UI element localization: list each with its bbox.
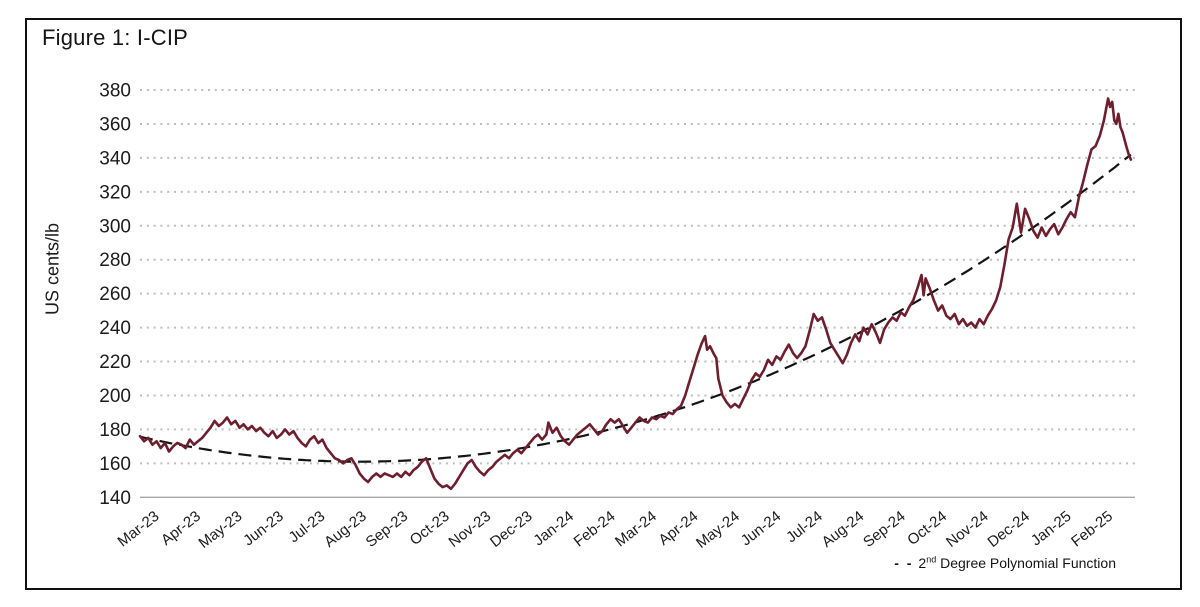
y-tick-label: 380 — [99, 81, 131, 102]
y-tick-label: 180 — [99, 420, 131, 441]
x-tick-label: Mar-23 — [115, 508, 163, 551]
x-tick-label: Jan-24 — [530, 508, 577, 550]
x-tick-label: Apr-23 — [158, 508, 204, 549]
x-tick-label: Aug-24 — [819, 508, 868, 551]
x-tick-label: Jul-23 — [286, 508, 329, 547]
y-tick-label: 340 — [99, 148, 131, 169]
x-tick-label: Sep-23 — [363, 508, 412, 551]
y-tick-label: 360 — [99, 114, 131, 135]
y-tick-label: 320 — [99, 182, 131, 203]
x-tick-label: Jun-23 — [240, 508, 287, 550]
x-tick-label: Oct-23 — [407, 508, 453, 549]
gridlines — [140, 89, 1135, 498]
x-tick-label: Mar-24 — [612, 508, 660, 551]
x-tick-label: Jun-24 — [738, 508, 785, 550]
x-tick-label: Dec-23 — [487, 508, 536, 551]
x-tick-label: Sep-24 — [860, 508, 909, 551]
legend-label: 2nd Degree Polynomial Function — [918, 554, 1116, 571]
y-tick-label: 200 — [99, 386, 131, 407]
x-tick-label: Oct-24 — [904, 508, 950, 549]
y-tick-label: 240 — [99, 318, 131, 339]
y-tick-label: 160 — [99, 454, 131, 475]
x-tick-label: Dec-24 — [985, 508, 1034, 551]
trend-line — [139, 153, 1132, 463]
x-tick-label: May-24 — [693, 508, 743, 552]
x-tick-label: Feb-24 — [571, 508, 619, 551]
x-tick-label: Feb-25 — [1068, 508, 1116, 551]
y-tick-label: 280 — [99, 250, 131, 271]
figure-title: Figure 1: I-CIP — [42, 25, 189, 50]
y-tick-labels: 380 360 340 320 300 280 260 240 220 200 180 160 140 — [99, 81, 131, 509]
y-tick-label: 260 — [99, 284, 131, 305]
x-tick-label: Apr-24 — [655, 508, 701, 549]
x-tick-label: Jan-25 — [1028, 508, 1075, 550]
figure-frame — [25, 18, 1182, 590]
legend-dash-sample: - - — [894, 554, 914, 571]
x-tick-labels: Mar-23Apr-23May-23Jun-23Jul-23Aug-23Sep-… — [115, 508, 1116, 552]
x-tick-label: Jul-24 — [783, 508, 826, 547]
y-tick-label: 220 — [99, 352, 131, 373]
x-tick-label: May-23 — [195, 508, 245, 552]
y-tick-label: 140 — [99, 488, 131, 509]
y-tick-label: 300 — [99, 216, 131, 237]
x-tick-label: Nov-23 — [446, 508, 495, 551]
x-tick-label: Aug-23 — [321, 508, 370, 551]
x-tick-label: Nov-24 — [943, 508, 992, 551]
icip-series-line — [138, 97, 1133, 491]
legend: - -2nd Degree Polynomial Function — [894, 554, 1116, 571]
